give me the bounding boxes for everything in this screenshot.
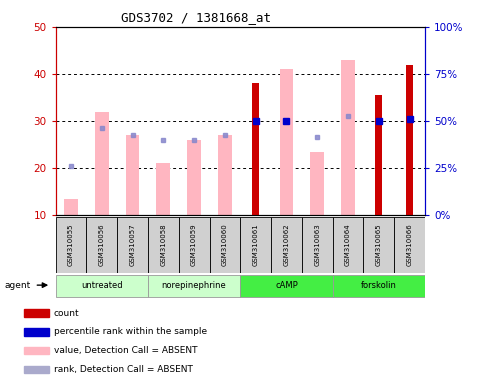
Bar <box>156 163 170 215</box>
Bar <box>86 217 117 273</box>
Bar <box>333 275 425 297</box>
Bar <box>126 135 140 215</box>
Text: GSM310058: GSM310058 <box>160 223 166 266</box>
Bar <box>333 217 364 273</box>
Text: GSM310064: GSM310064 <box>345 223 351 266</box>
Bar <box>240 217 271 273</box>
Text: GSM310059: GSM310059 <box>191 223 197 266</box>
Text: GSM310061: GSM310061 <box>253 223 259 266</box>
Text: percentile rank within the sample: percentile rank within the sample <box>54 328 207 336</box>
Text: cAMP: cAMP <box>275 281 298 290</box>
Text: GSM310057: GSM310057 <box>129 223 136 266</box>
Bar <box>56 275 148 297</box>
Text: count: count <box>54 309 79 318</box>
Bar <box>179 217 210 273</box>
Bar <box>148 217 179 273</box>
Text: GSM310056: GSM310056 <box>99 223 105 266</box>
Text: GSM310066: GSM310066 <box>407 223 412 266</box>
Text: agent: agent <box>4 281 31 290</box>
Bar <box>24 366 49 373</box>
Bar <box>375 95 382 215</box>
Bar <box>24 310 49 317</box>
Bar <box>311 152 324 215</box>
Bar <box>280 69 293 215</box>
Bar <box>56 217 86 273</box>
Bar <box>218 135 232 215</box>
Bar <box>240 275 333 297</box>
Text: rank, Detection Call = ABSENT: rank, Detection Call = ABSENT <box>54 365 193 374</box>
Bar <box>302 217 333 273</box>
Bar <box>117 217 148 273</box>
Bar <box>271 217 302 273</box>
Text: GSM310055: GSM310055 <box>68 223 74 266</box>
Bar <box>364 217 394 273</box>
Text: GSM310065: GSM310065 <box>376 223 382 266</box>
Bar <box>406 65 413 215</box>
Bar <box>252 83 259 215</box>
Bar <box>24 347 49 354</box>
Text: GSM310063: GSM310063 <box>314 223 320 266</box>
Bar <box>210 217 240 273</box>
Text: GSM310062: GSM310062 <box>284 223 289 266</box>
Text: untreated: untreated <box>81 281 123 290</box>
Text: norepinephrine: norepinephrine <box>162 281 227 290</box>
Text: value, Detection Call = ABSENT: value, Detection Call = ABSENT <box>54 346 197 355</box>
Text: forskolin: forskolin <box>361 281 397 290</box>
Bar <box>148 275 241 297</box>
Text: GSM310060: GSM310060 <box>222 223 228 266</box>
Bar <box>24 328 49 336</box>
Bar <box>187 140 201 215</box>
Bar <box>95 112 109 215</box>
Bar <box>394 217 425 273</box>
Bar <box>341 60 355 215</box>
Bar <box>64 199 78 215</box>
Title: GDS3702 / 1381668_at: GDS3702 / 1381668_at <box>121 11 271 24</box>
